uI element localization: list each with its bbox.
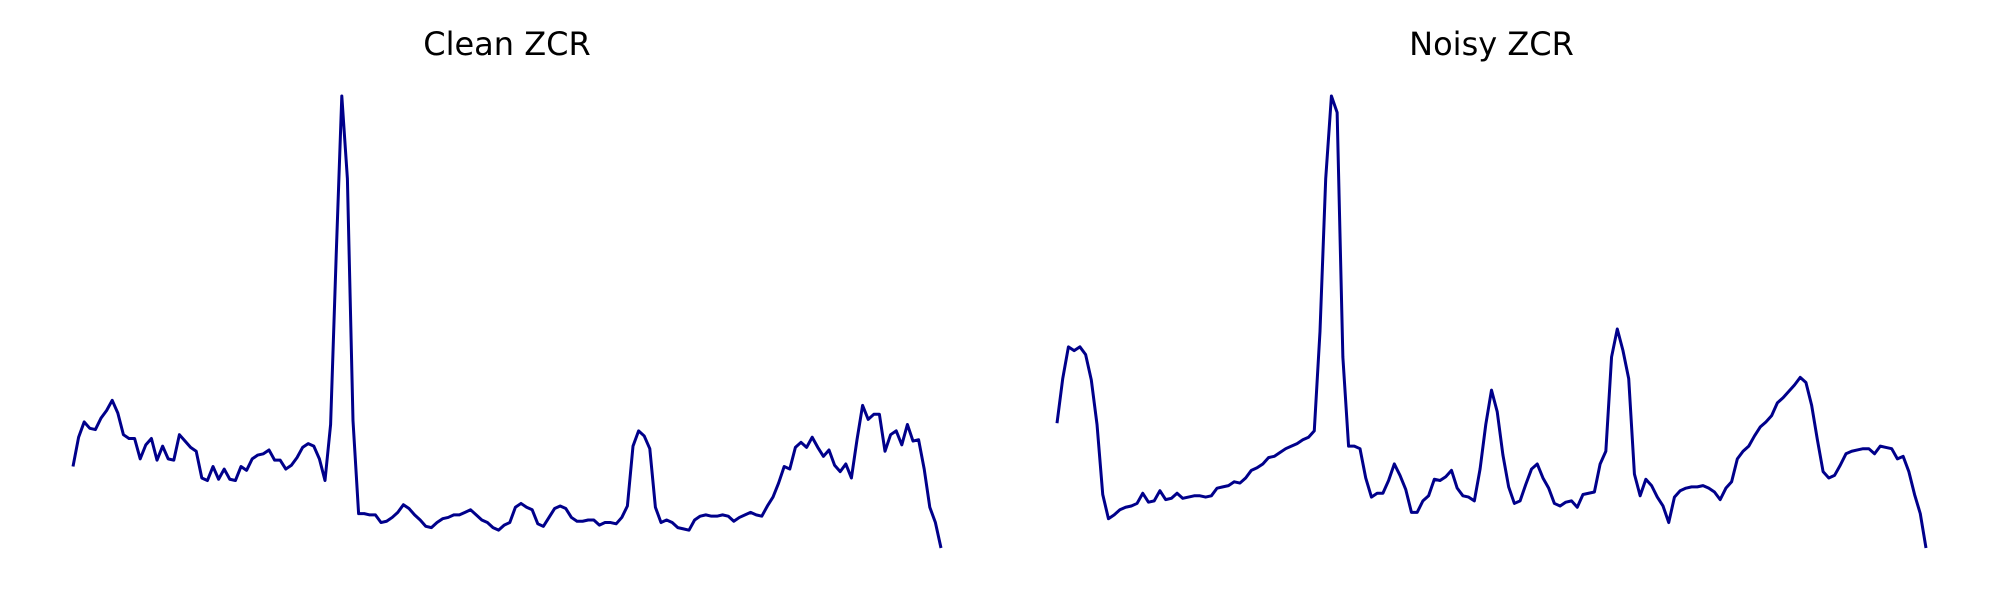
chart-title: Noisy ZCR — [1409, 25, 1574, 63]
zcr-line — [1055, 94, 1928, 549]
chart-title: Clean ZCR — [423, 25, 590, 63]
zcr-line — [71, 94, 943, 549]
